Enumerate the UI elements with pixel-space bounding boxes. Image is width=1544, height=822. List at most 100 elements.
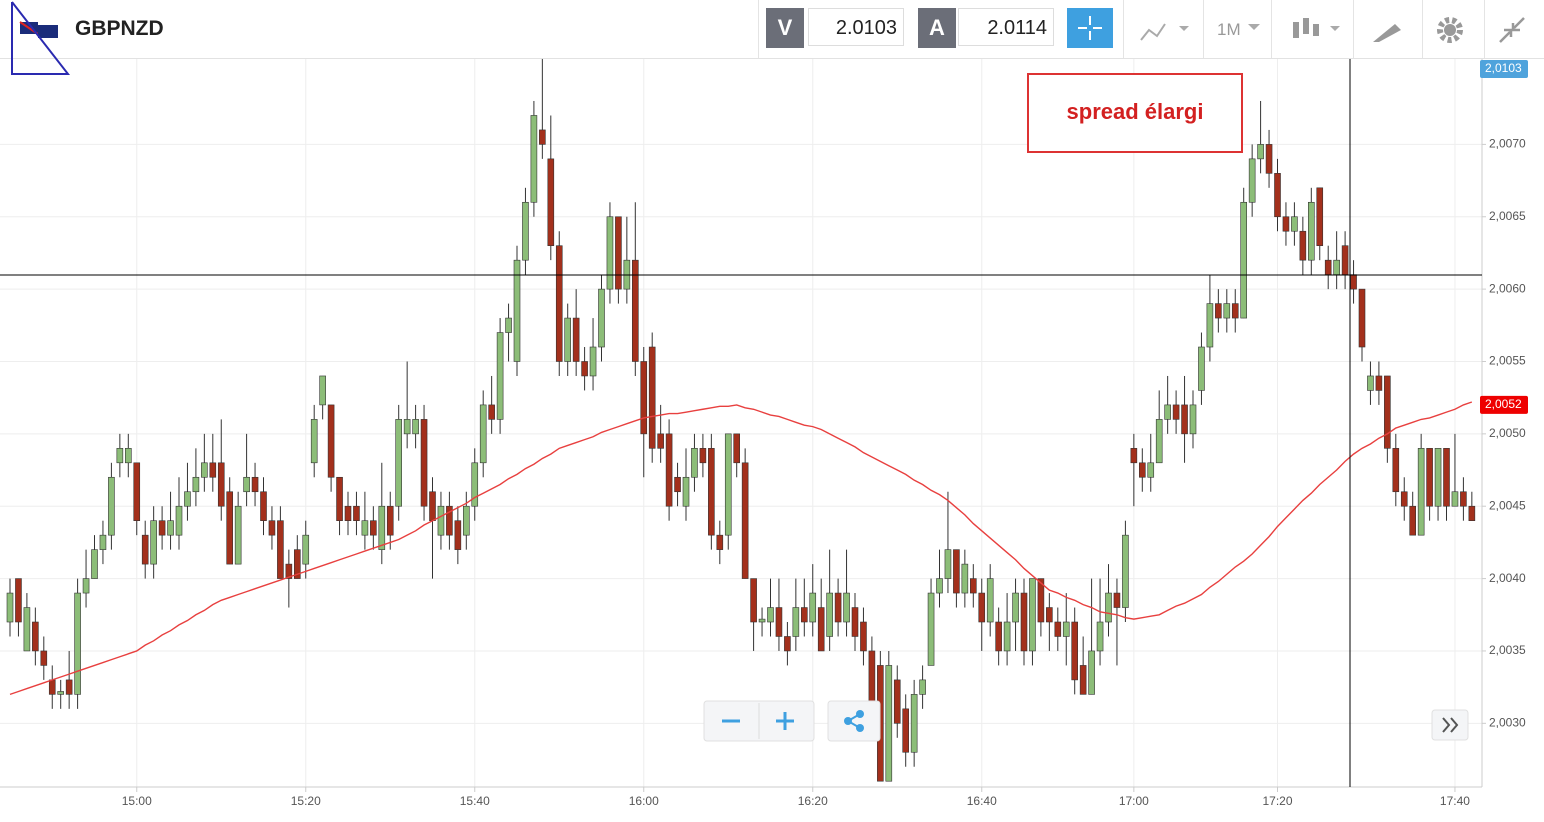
candle-body — [809, 592, 817, 623]
candle-body — [386, 505, 394, 536]
candle-body — [530, 115, 538, 203]
candle-body — [141, 534, 149, 565]
candle-body — [826, 592, 833, 637]
timeframe[interactable]: 1M — [1217, 20, 1241, 39]
candle-body — [910, 694, 918, 753]
candle-body — [293, 549, 301, 579]
x-tick-label: 16:20 — [798, 794, 828, 808]
candle-body — [513, 259, 521, 362]
candle-body — [936, 578, 943, 594]
candle-body — [648, 346, 656, 449]
candle-body — [217, 462, 225, 507]
chart-type-button[interactable] — [1135, 0, 1195, 58]
candle-body — [1215, 303, 1222, 319]
collapse-button[interactable] — [1494, 0, 1534, 58]
candle-body — [108, 476, 115, 536]
candle-body — [505, 317, 512, 333]
candle-body — [1324, 259, 1332, 275]
candle-body — [310, 419, 318, 464]
candle-body — [1054, 621, 1062, 637]
candle-body — [1426, 448, 1433, 507]
candle-body — [1375, 375, 1383, 391]
candle-body — [1003, 621, 1011, 652]
sell-price[interactable]: 2.0103 — [808, 8, 904, 46]
crosshair-button[interactable] — [1067, 8, 1113, 48]
share-button[interactable] — [827, 700, 881, 742]
y-tick-label: 2,0045 — [1489, 498, 1526, 512]
candle-body — [150, 520, 157, 565]
candle-body — [1088, 650, 1095, 695]
candle-body — [471, 462, 479, 507]
y-tick-label: 2,0055 — [1489, 354, 1526, 368]
candle-body — [969, 578, 977, 594]
sell-label[interactable]: V — [766, 8, 804, 48]
candle-body — [251, 476, 259, 493]
candle-body — [893, 679, 901, 724]
candle-body — [615, 216, 622, 290]
candle-body — [1046, 607, 1053, 623]
candle-body — [1172, 404, 1180, 420]
candle-body — [1122, 534, 1129, 608]
candle-body — [750, 578, 757, 623]
candle-body — [724, 433, 732, 536]
candle-body — [125, 448, 132, 464]
candle-body — [209, 462, 217, 478]
candle-body — [885, 665, 893, 782]
candle-body — [961, 563, 969, 594]
candle-body — [1384, 375, 1391, 449]
candle-body — [327, 404, 335, 478]
candle-body — [758, 618, 766, 623]
candle-body — [479, 404, 487, 464]
candle-body — [158, 520, 166, 536]
chart: spread élargi 2,0030 2,0035 2,0040 2,0045 2,… — [0, 59, 1528, 808]
candle-body — [429, 491, 436, 521]
annotation: spread élargi — [1067, 99, 1204, 124]
candle-body — [1037, 578, 1045, 623]
candle-body — [792, 607, 800, 637]
candle-body — [1468, 505, 1476, 521]
candle-body — [682, 476, 690, 507]
y-tick-label: 2,0050 — [1489, 426, 1526, 440]
candle-body — [589, 346, 597, 377]
candle-body — [243, 476, 250, 493]
candle-body — [1367, 375, 1374, 391]
candle-body — [74, 592, 81, 695]
candle-body — [1358, 288, 1366, 348]
candle-body — [1248, 158, 1256, 203]
candle-body — [361, 520, 369, 536]
candle-body — [1198, 346, 1205, 391]
candle-body — [488, 404, 495, 420]
candle-button[interactable] — [1285, 0, 1345, 58]
toolbar: GBPNZD V 2.0103 A 2.0114 1M — [0, 0, 1544, 75]
candle-body — [800, 607, 808, 623]
candle-body — [1223, 303, 1231, 319]
candle-body — [902, 708, 910, 753]
candle-body — [192, 476, 200, 493]
candle-body — [285, 563, 293, 579]
candle-body — [674, 476, 681, 493]
candle-body — [1451, 491, 1459, 507]
candle-body — [23, 607, 31, 652]
x-tick-label: 15:00 — [122, 794, 152, 808]
buy-label[interactable]: A — [918, 8, 956, 48]
settings-button[interactable] — [1432, 0, 1472, 58]
candle-body — [57, 691, 65, 695]
candle-body — [986, 578, 994, 623]
buy-price[interactable]: 2.0114 — [958, 8, 1054, 46]
candle-body — [1392, 448, 1400, 493]
candle-body — [953, 549, 960, 594]
candle-body — [978, 592, 986, 623]
candle-body — [454, 520, 462, 550]
candle-body — [1240, 201, 1247, 319]
draw-button[interactable] — [1365, 0, 1415, 58]
x-tick-label: 16:40 — [967, 794, 997, 808]
candle-body — [817, 607, 825, 652]
candle-body — [1206, 303, 1214, 348]
candle-body — [1189, 404, 1197, 435]
x-tick-label: 17:40 — [1440, 794, 1470, 808]
candle-body — [1147, 462, 1155, 478]
candle-body — [522, 201, 529, 261]
candle-body — [784, 636, 791, 652]
candle-body — [1265, 144, 1273, 174]
